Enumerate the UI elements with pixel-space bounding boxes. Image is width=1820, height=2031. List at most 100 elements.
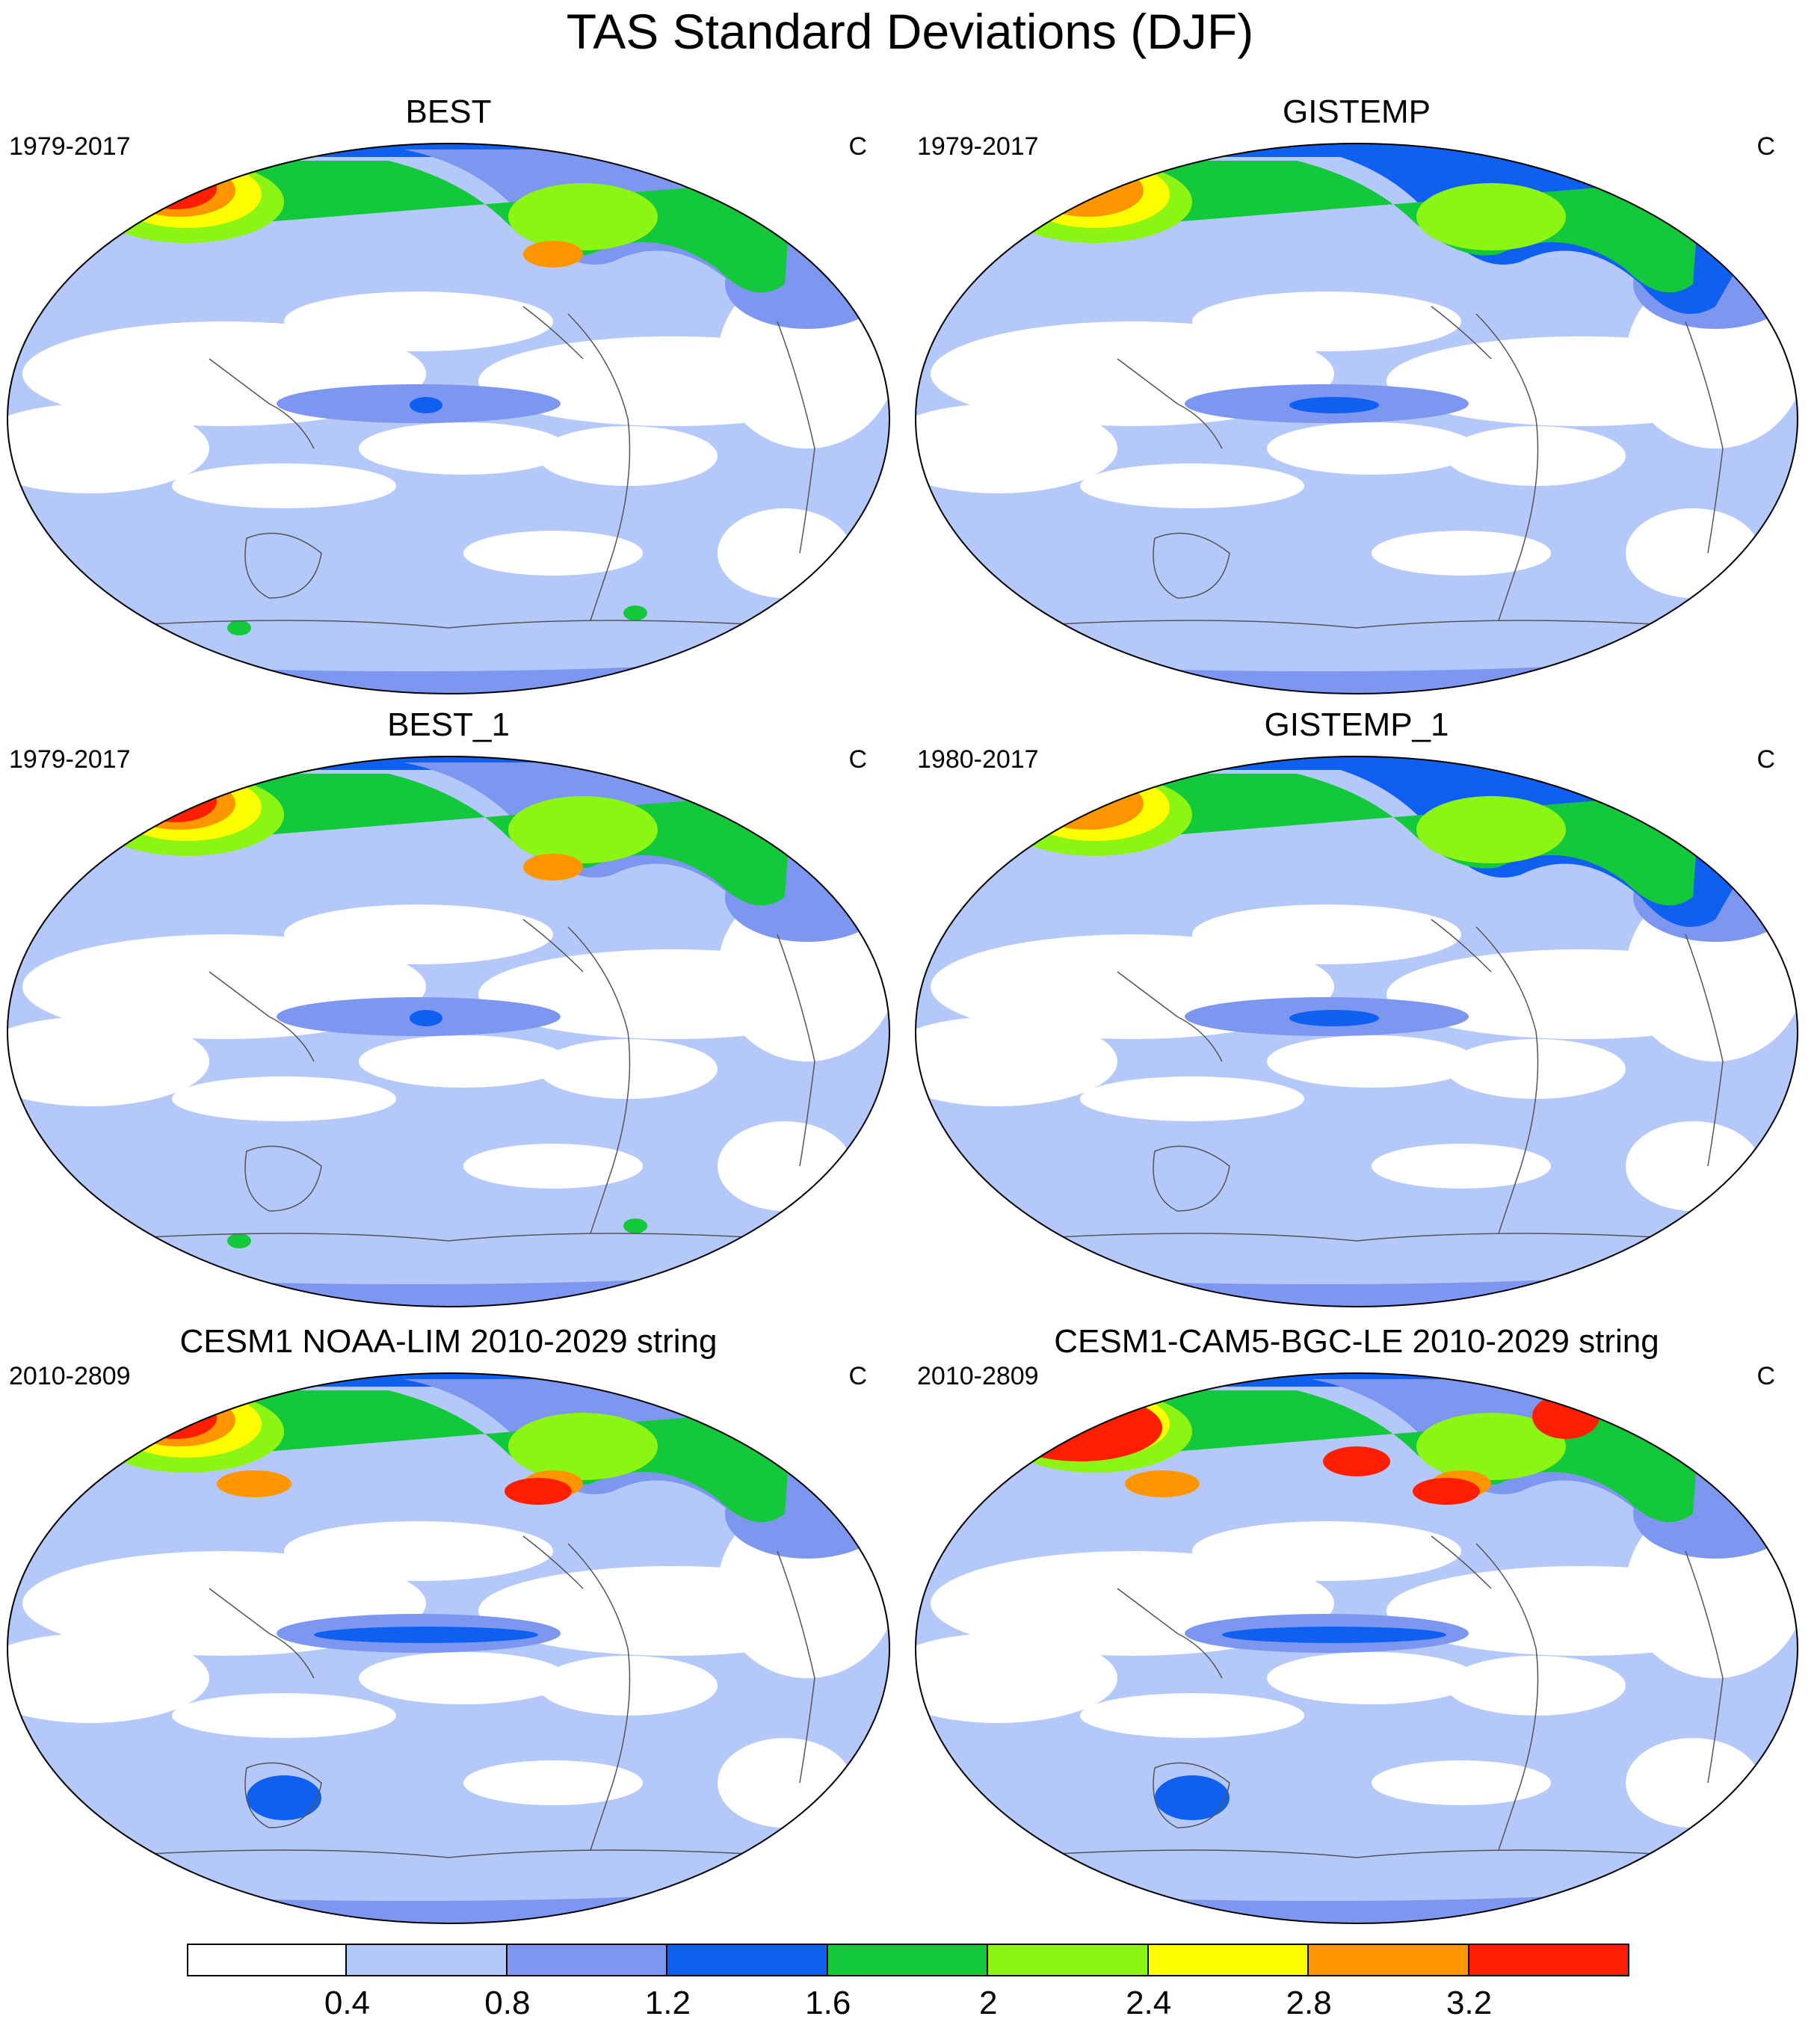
- enso-core: [314, 1627, 538, 1643]
- low-variability-region: [7, 1017, 209, 1106]
- enso-core: [1289, 397, 1379, 413]
- colorbar-label: 3.2: [1446, 1985, 1493, 2021]
- map-plot: [7, 756, 890, 1307]
- panel-title: CESM1-CAM5-BGC-LE 2010-2029 string: [1054, 1323, 1659, 1360]
- australia-blue: [1155, 1775, 1230, 1820]
- low-variability-region: [1446, 1039, 1626, 1099]
- coastline: [522, 306, 584, 360]
- southern-ocean-band: [37, 629, 785, 671]
- map-panel: CESM1 NOAA-LIM 2010-2029 string 2010-2809…: [0, 1319, 897, 1932]
- eurasia-red-wide: [998, 1394, 1162, 1461]
- low-variability-region: [463, 531, 643, 576]
- low-variability-region: [916, 404, 1117, 493]
- coastline: [89, 620, 808, 629]
- eurasia-yellow: [1020, 774, 1170, 841]
- low-variability-region: [7, 1633, 209, 1723]
- coastline: [1431, 919, 1492, 973]
- coastline: [1685, 934, 1724, 1167]
- enso-core: [1289, 1010, 1379, 1026]
- map-border: [915, 756, 1798, 1307]
- coastline: [997, 620, 1716, 629]
- panel-units: C: [1756, 1362, 1775, 1390]
- colorbar-label: 2: [978, 1985, 998, 2021]
- canada-red: [1413, 1478, 1480, 1505]
- coastline: [244, 1762, 322, 1828]
- map-border: [7, 143, 890, 694]
- southern-ocean-band: [946, 1859, 1693, 1901]
- colorbar-swatch: [1309, 1944, 1469, 1976]
- eurasia-yellow: [112, 1390, 262, 1458]
- low-variability-region: [172, 1076, 396, 1121]
- coastline: [244, 1145, 322, 1212]
- low-variability-region: [172, 1693, 396, 1738]
- colorbar: 0.4 0.8 1.2 1.6 2 2.4 2.8 3.2: [187, 1944, 1629, 2027]
- eurasia-yellow: [1020, 161, 1170, 228]
- colorbar-swatch: [187, 1944, 348, 1976]
- panel-title: GISTEMP: [1282, 93, 1431, 130]
- eurasia-orange: [1031, 164, 1144, 217]
- antarctica-spot: [623, 1218, 647, 1233]
- low-variability-region: [463, 1144, 643, 1189]
- low-variability-region: [538, 1656, 718, 1716]
- asia-orange: [217, 1470, 291, 1497]
- map-plot: [7, 1372, 890, 1924]
- asia-orange: [1125, 1470, 1200, 1497]
- coastline: [1153, 1145, 1230, 1212]
- low-variability-region: [1626, 1738, 1760, 1828]
- map-panel: GISTEMP 1979-2017 C: [908, 90, 1805, 703]
- enso-core: [1222, 1627, 1446, 1643]
- low-variability-region: [1267, 422, 1476, 475]
- southern-ocean-band: [37, 1242, 785, 1284]
- northern-high-variability: [30, 762, 837, 927]
- low-variability-region: [718, 508, 852, 598]
- panel-period: 1979-2017: [9, 745, 131, 774]
- low-variability-region: [1267, 1035, 1476, 1088]
- namerica-lightgreen: [508, 796, 658, 863]
- coastline: [1431, 306, 1492, 360]
- panel-title: BEST: [405, 93, 492, 130]
- antarctica-spot: [227, 620, 251, 635]
- southern-ocean-band: [946, 629, 1693, 671]
- panel-title: GISTEMP_1: [1264, 706, 1449, 743]
- namerica-orange: [523, 241, 583, 268]
- map-panel: CESM1-CAM5-BGC-LE 2010-2029 string 2010-2…: [908, 1319, 1805, 1932]
- coastline: [1153, 1762, 1230, 1828]
- panel-period: 2010-2809: [917, 1362, 1039, 1390]
- coastline: [777, 1550, 815, 1784]
- namerica-lightgreen: [1416, 796, 1566, 863]
- low-variability-region: [916, 1017, 1117, 1106]
- antarctica-spot: [227, 1233, 251, 1248]
- coastline: [1153, 532, 1230, 599]
- panel-title: CESM1 NOAA-LIM 2010-2029 string: [179, 1323, 718, 1360]
- low-variability-region: [359, 1035, 568, 1088]
- map-border: [7, 1372, 890, 1924]
- coastline: [997, 1849, 1716, 1858]
- coastline: [1117, 971, 1223, 1062]
- panel-period: 1980-2017: [917, 745, 1039, 774]
- namerica-lightgreen: [508, 1413, 658, 1480]
- low-variability-region: [538, 1039, 718, 1099]
- low-variability-region: [1192, 292, 1461, 351]
- low-variability-region: [463, 1760, 643, 1805]
- colorbar-label: 1.6: [805, 1985, 851, 2021]
- low-variability-region: [1446, 1656, 1626, 1716]
- coastline: [567, 313, 631, 621]
- figure-title: TAS Standard Deviations (DJF): [566, 4, 1254, 59]
- low-variability-region: [1626, 508, 1760, 598]
- northern-high-variability: [30, 150, 837, 314]
- coastline: [1117, 1588, 1223, 1679]
- low-variability-region: [538, 426, 718, 486]
- colorbar-label: 0.4: [324, 1985, 371, 2021]
- low-variability-region: [718, 1738, 852, 1828]
- coastline: [567, 926, 631, 1234]
- panel-units: C: [1756, 132, 1775, 161]
- coastline: [777, 934, 815, 1167]
- map-border: [915, 143, 1798, 694]
- coastline: [522, 1535, 584, 1589]
- coastline: [522, 919, 584, 973]
- colorbar-swatch: [507, 1944, 668, 1976]
- low-variability-region: [916, 1633, 1117, 1723]
- low-variability-region: [1192, 904, 1461, 964]
- map-panel: BEST_1 1979-2017 C: [0, 703, 897, 1316]
- enso-core: [410, 397, 442, 413]
